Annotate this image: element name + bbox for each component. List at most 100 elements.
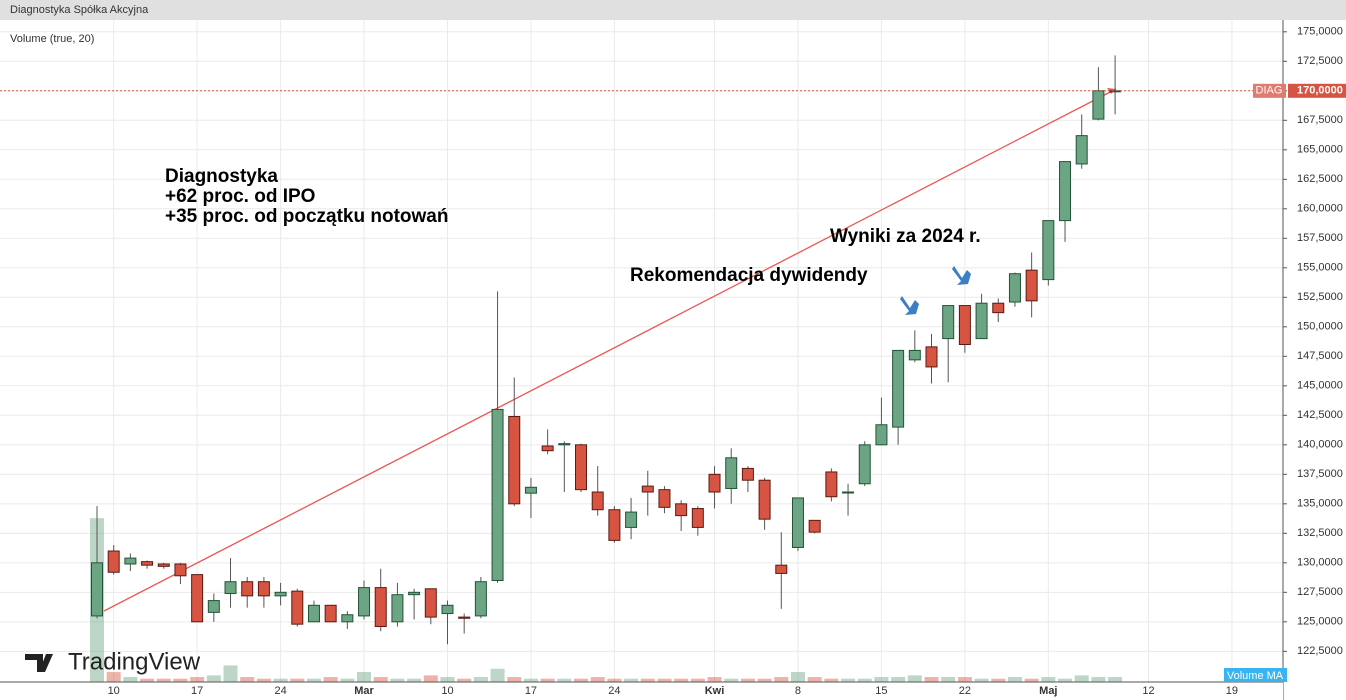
volume-bar	[874, 677, 889, 682]
volume-bar	[206, 675, 221, 682]
volume-bar	[674, 678, 689, 682]
volume-bar	[223, 665, 238, 682]
x-tick-label: 8	[795, 685, 801, 697]
volume-bar	[190, 677, 205, 682]
candle-body	[491, 408, 504, 582]
candle-body	[341, 614, 354, 623]
y-tick-label: 142,5000	[1297, 409, 1343, 421]
volume-bar	[323, 677, 338, 682]
candle-body	[408, 591, 421, 596]
y-tick-label: 125,0000	[1297, 616, 1343, 628]
x-tick-label: 17	[525, 685, 537, 697]
candle-body	[641, 485, 654, 493]
x-tick-label: 24	[608, 685, 620, 697]
candle-body	[875, 424, 888, 446]
x-tick-label: Kwi	[705, 685, 725, 697]
y-tick-label: 140,0000	[1297, 439, 1343, 451]
y-tick-label: 147,5000	[1297, 350, 1343, 362]
candle-body	[91, 562, 103, 617]
candle-body	[958, 305, 971, 346]
blue-arrow	[900, 296, 919, 315]
volume-bar	[724, 678, 739, 682]
volume-bar	[423, 675, 438, 682]
x-tick-label: 22	[959, 685, 971, 697]
candle-body	[825, 471, 838, 498]
candle-body	[808, 519, 821, 533]
annotation: Rekomendacja dywidendy	[630, 265, 868, 286]
volume-bar	[640, 678, 655, 682]
volume-bar	[557, 678, 572, 682]
candle-body	[908, 349, 921, 361]
candle-body	[1092, 90, 1105, 120]
y-tick-label: 132,5000	[1297, 527, 1343, 539]
candle-body	[541, 445, 554, 452]
candle-body	[424, 588, 437, 618]
volume-bar	[407, 678, 422, 682]
axes: 122,5000 125,0000 127,5000 130,0000 132,5000…	[0, 26, 1346, 697]
candle-body	[1075, 135, 1088, 165]
volume-bar	[123, 677, 138, 682]
y-tick-label: 152,5000	[1297, 291, 1343, 303]
volume-bar	[1041, 677, 1056, 682]
symbol-box	[1253, 83, 1286, 98]
logo	[25, 654, 53, 672]
y-tick-label: 175,0000	[1297, 26, 1343, 38]
candle-body	[391, 594, 404, 623]
volume-bar	[690, 678, 705, 682]
candle-body	[608, 509, 621, 541]
y-tick-label: 162,5000	[1297, 173, 1343, 185]
volume-bar	[590, 677, 605, 682]
volume-bar	[273, 678, 288, 682]
volume-bar	[340, 678, 355, 682]
y-tick-label: 127,5000	[1297, 586, 1343, 598]
y-tick-label: 122,5000	[1297, 645, 1343, 657]
candle-body	[224, 581, 237, 594]
candle-body	[191, 574, 204, 623]
annotation: Wyniki za 2024 r.	[830, 226, 981, 247]
volume-bar	[891, 677, 906, 682]
candle-body	[975, 302, 988, 340]
volume-bar	[240, 677, 255, 682]
volume-bar	[140, 678, 155, 682]
candle-body	[1042, 220, 1055, 281]
symbol-label: DIAG	[1256, 85, 1283, 97]
volume-bar	[306, 678, 321, 682]
header-bar	[0, 0, 1346, 20]
volume-bar	[490, 668, 505, 682]
y-tick-label: 172,5000	[1297, 55, 1343, 67]
candle-body	[1109, 90, 1122, 93]
volume-bar	[1024, 678, 1039, 682]
trend-line	[103, 88, 1117, 612]
candle-body	[441, 604, 454, 615]
x-tick-label: 15	[875, 685, 887, 697]
volume-bar	[941, 677, 956, 682]
blue-arrow	[952, 266, 971, 285]
y-tick-label: 150,0000	[1297, 321, 1343, 333]
candle-body	[157, 563, 170, 567]
candle-body	[508, 415, 521, 505]
candle-body	[274, 591, 287, 597]
volume-bar	[473, 677, 488, 682]
candle-body	[892, 349, 905, 428]
candle-body	[708, 473, 721, 493]
x-axis-area	[0, 682, 1283, 700]
candle-body	[992, 302, 1005, 314]
candle-body	[625, 511, 638, 528]
y-tick-label: 145,0000	[1297, 380, 1343, 392]
y-tick-label: 135,0000	[1297, 498, 1343, 510]
x-tick-label: 10	[108, 685, 120, 697]
volume-bar	[457, 678, 472, 682]
volume-bar	[957, 677, 972, 682]
candle-body	[324, 604, 337, 623]
volume-bar	[907, 675, 922, 682]
candle-body	[107, 550, 120, 573]
y-tick-label: 165,0000	[1297, 144, 1343, 156]
x-tick-label: Mar	[354, 685, 374, 697]
candle-body	[358, 587, 371, 617]
candles	[91, 55, 1122, 645]
candle-body	[741, 467, 754, 481]
candle-body	[524, 486, 537, 494]
x-tick-label: 12	[1142, 685, 1154, 697]
